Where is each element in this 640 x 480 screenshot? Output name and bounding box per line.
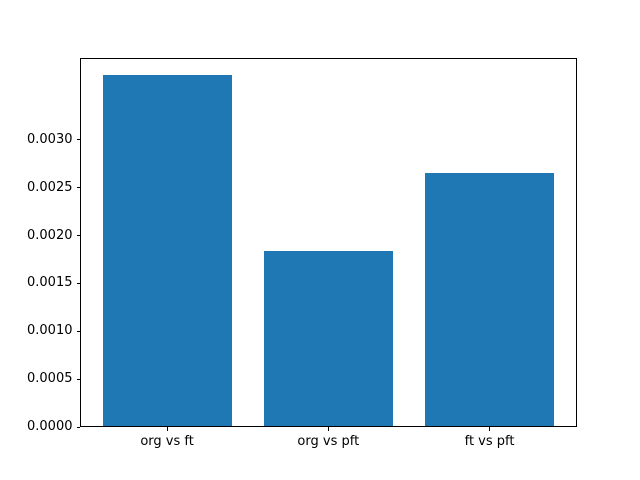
y-tick-mark (76, 378, 80, 380)
bar-org-vs-ft (102, 74, 232, 428)
y-tick-mark (76, 235, 80, 237)
y-tick-label: 0.0000 (27, 419, 73, 435)
y-tick-mark (76, 426, 80, 428)
y-tick-label: 0.0015 (27, 275, 73, 291)
x-tick-label-org-vs-ft: org vs ft (140, 433, 194, 449)
y-tick-mark (76, 139, 80, 141)
y-tick-label: 0.0010 (27, 323, 73, 339)
bar-ft-vs-pft (425, 173, 555, 428)
y-tick-label: 0.0020 (27, 227, 73, 243)
x-tick-mark (166, 427, 168, 431)
y-tick-label: 0.0025 (27, 179, 73, 195)
x-tick-mark (489, 427, 491, 431)
bar-org-vs-pft (263, 250, 393, 428)
plot-area (80, 57, 577, 428)
y-tick-mark (76, 330, 80, 332)
y-tick-mark (76, 187, 80, 189)
x-tick-mark (327, 427, 329, 431)
y-tick-mark (76, 282, 80, 284)
x-tick-label-org-vs-pft: org vs pft (297, 433, 360, 449)
x-tick-label-ft-vs-pft: ft vs pft (464, 433, 515, 449)
y-tick-label: 0.0030 (27, 131, 73, 147)
y-tick-label: 0.0005 (27, 371, 73, 387)
